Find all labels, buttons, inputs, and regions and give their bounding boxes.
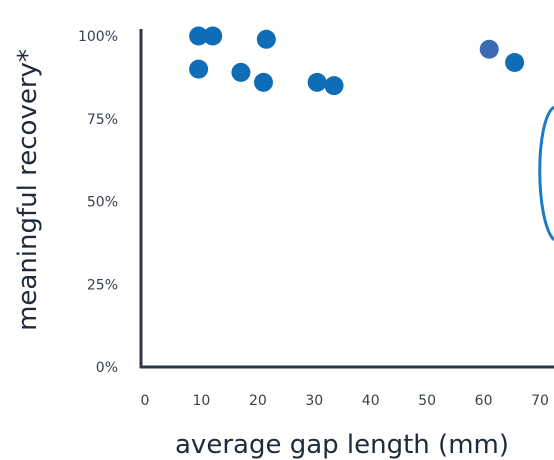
x-tick-label: 50: [418, 393, 436, 409]
x-tick-label: 30: [305, 393, 323, 409]
data-point: [231, 62, 251, 82]
y-tick-label: 50%: [87, 195, 118, 211]
x-tick-labels: 0 10 20 30 40 50 60 70: [141, 393, 549, 409]
x-tick-label: 10: [193, 393, 211, 409]
x-axis-title: average gap length (mm): [175, 430, 509, 460]
data-point: [324, 76, 344, 96]
x-tick-label: 70: [531, 393, 549, 409]
y-tick-label: 100%: [78, 29, 118, 45]
x-tick-label: 40: [362, 393, 380, 409]
data-point: [189, 59, 209, 79]
x-tick-label: 20: [249, 393, 267, 409]
annotation-arc: [538, 105, 554, 242]
data-point: [189, 26, 209, 46]
data-point: [505, 52, 525, 72]
y-axis-title: meaningful recovery*: [13, 49, 43, 331]
y-tick-label: 75%: [87, 112, 118, 128]
y-tick-labels: 0% 25% 50% 75% 100%: [78, 29, 118, 376]
data-point: [479, 39, 499, 59]
data-point: [307, 72, 327, 92]
x-tick-label: 0: [141, 393, 150, 409]
y-tick-label: 0%: [96, 360, 118, 376]
data-point: [254, 72, 273, 92]
y-tick-label: 25%: [87, 277, 118, 293]
x-tick-label: 60: [475, 393, 493, 409]
data-points: [189, 26, 525, 96]
data-point: [203, 26, 223, 46]
data-point: [256, 29, 276, 49]
